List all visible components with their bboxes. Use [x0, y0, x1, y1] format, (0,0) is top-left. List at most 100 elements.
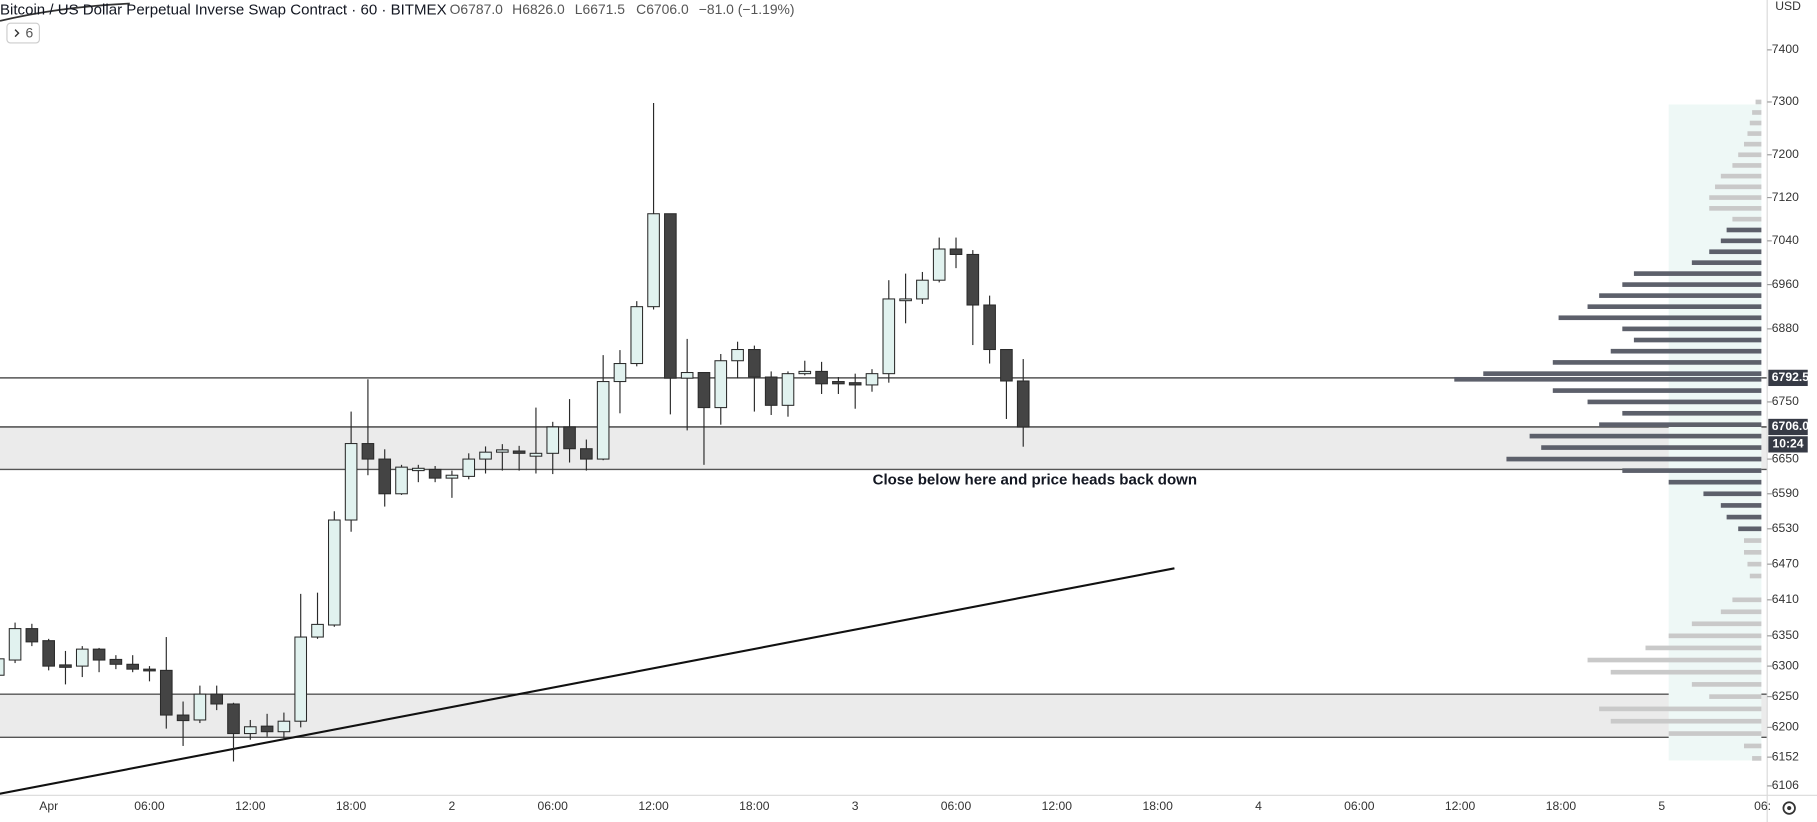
- candle-body: [580, 448, 593, 460]
- candle-body: [529, 452, 543, 457]
- volume-profile-bar: [1668, 479, 1762, 485]
- candle-body: [462, 458, 476, 477]
- volume-profile-bar: [1610, 348, 1762, 354]
- candle-body: [193, 693, 207, 721]
- volume-profile-bar: [1622, 468, 1762, 473]
- candle-body: [159, 669, 173, 716]
- badge-chevron[interactable]: [14, 29, 20, 38]
- candle-body: [479, 451, 492, 460]
- candle-body: [764, 376, 778, 406]
- drawing-fragment: [0, 2, 130, 22]
- ohlc-low: L6671.5: [575, 1, 625, 17]
- candle-body: [75, 648, 89, 667]
- y-tick-label: 7400: [1772, 42, 1799, 56]
- candle-body: [630, 306, 644, 365]
- candle-body: [865, 373, 879, 386]
- volume-profile-bar: [1552, 360, 1762, 365]
- volume-profile-bar: [1558, 315, 1762, 321]
- candle-body: [546, 426, 560, 454]
- volume-profile-bar: [1747, 561, 1762, 567]
- volume-profile-bar: [1747, 131, 1762, 136]
- candle-body: [260, 725, 274, 733]
- candle-body: [412, 467, 425, 472]
- y-tick-label: 6350: [1772, 628, 1799, 642]
- candle-body: [882, 298, 896, 375]
- trendline: [0, 567, 1175, 795]
- x-tick-label: 12:00: [235, 799, 266, 813]
- candle-body: [798, 370, 812, 375]
- ohlc-high: H6826.0: [512, 1, 565, 17]
- x-tick-label: 12:00: [638, 799, 669, 813]
- x-tick-label: 06:00: [1344, 799, 1375, 813]
- volume-profile-bar: [1622, 282, 1762, 287]
- badge-box[interactable]: [6, 22, 40, 44]
- candle-body: [664, 213, 677, 379]
- candle-body: [0, 658, 5, 676]
- x-tick-label: 18:00: [336, 799, 367, 813]
- volume-profile-bar: [1720, 173, 1762, 179]
- price-label-box: [1768, 418, 1808, 436]
- price-label-box: [1768, 369, 1808, 387]
- volume-profile-bar: [1720, 609, 1762, 615]
- candle-body: [395, 466, 408, 495]
- x-tick-label: 06:: [1754, 799, 1771, 813]
- y-tick-label: 6650: [1772, 451, 1799, 465]
- candle-body: [109, 658, 123, 665]
- countdown-box: [1768, 436, 1808, 453]
- y-tick-label: 6250: [1772, 689, 1799, 703]
- volume-profile-bar: [1738, 526, 1762, 532]
- volume-profile-bar: [1720, 238, 1762, 244]
- volume-profile-bar: [1743, 743, 1762, 749]
- volume-profile-bar: [1610, 669, 1762, 675]
- volume-profile-bar: [1529, 433, 1762, 439]
- annotation: Close below here and price heads back do…: [873, 472, 1197, 489]
- y-tick-label: 6106: [1772, 778, 1799, 792]
- candle-body: [277, 720, 291, 733]
- volume-profile-bar: [1709, 206, 1762, 211]
- volume-profile-bar: [1738, 152, 1762, 158]
- candle-body: [176, 714, 190, 722]
- volume-profile-bar: [1633, 337, 1762, 343]
- zone: [0, 426, 1768, 470]
- candle-body: [42, 640, 55, 667]
- volume-profile-bar: [1691, 621, 1762, 627]
- volume-profile-bar: [1610, 718, 1762, 724]
- settings-gear-center[interactable]: [1787, 805, 1792, 811]
- volume-profile-bar: [1506, 456, 1762, 462]
- volume-profile-bar: [1599, 706, 1762, 712]
- volume-profile-bar: [1726, 227, 1762, 233]
- candle-body: [512, 450, 526, 454]
- settings-gear[interactable]: [1782, 801, 1796, 815]
- badge-count[interactable]: 6: [25, 24, 33, 40]
- candle-body: [8, 628, 22, 661]
- volume-profile-bar: [1726, 514, 1762, 520]
- x-tick-label: 4: [1255, 799, 1262, 813]
- indicator-badge[interactable]: 6: [6, 22, 40, 44]
- settings-icon[interactable]: [1782, 801, 1796, 815]
- x-tick-label: 06:00: [941, 799, 972, 813]
- candle-body: [445, 474, 459, 479]
- x-tick-label: 18:00: [1546, 799, 1577, 813]
- x-tick-label: 3: [852, 799, 859, 813]
- candle-body: [243, 726, 257, 735]
- candle-body: [311, 623, 324, 638]
- volume-profile-bar: [1703, 491, 1762, 497]
- volume-profile-bar: [1599, 293, 1762, 298]
- volume-profile-bar: [1743, 538, 1762, 543]
- candle-body: [227, 703, 240, 735]
- volume-profile-bar: [1622, 326, 1762, 332]
- symbol-title: Bitcoin / US Dollar Perpetual Inverse Sw…: [0, 1, 447, 18]
- y-tick-label: 6750: [1772, 394, 1799, 408]
- x-tick-label: 12:00: [1445, 799, 1476, 813]
- candle-body: [1000, 348, 1013, 382]
- candle-body: [748, 348, 761, 378]
- candle-body: [647, 213, 660, 308]
- volume-profile-bar: [1752, 110, 1762, 115]
- volume-profile-bar: [1709, 694, 1762, 699]
- candle-body: [714, 360, 728, 409]
- volume-profile-bar: [1752, 756, 1762, 761]
- candle-body: [781, 373, 795, 406]
- volume-profile-bar: [1709, 195, 1762, 200]
